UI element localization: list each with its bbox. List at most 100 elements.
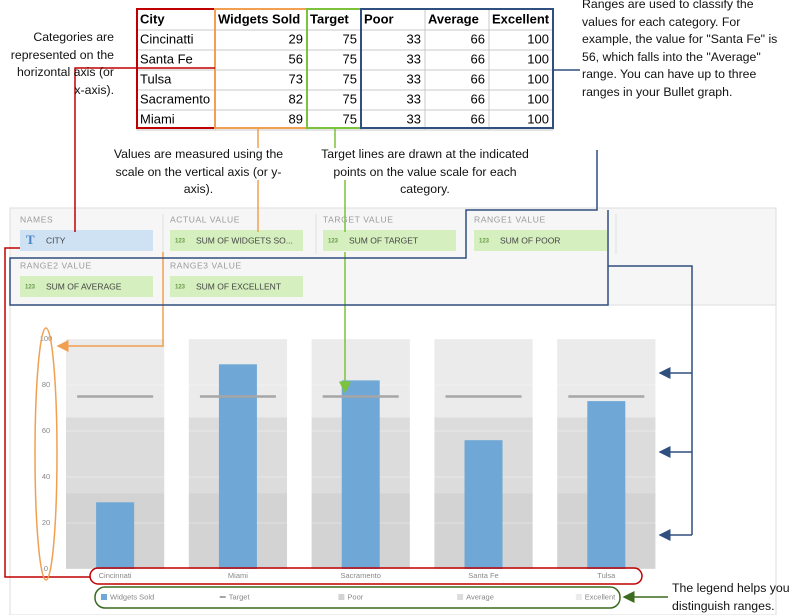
well-label: NAMES — [20, 214, 53, 224]
blue-connector — [608, 265, 693, 535]
range-band — [66, 417, 165, 494]
orange-connector — [56, 252, 164, 352]
table-cell: 75 — [343, 111, 357, 126]
well-icon: 123 — [25, 285, 36, 291]
well-icon: 123 — [175, 285, 186, 291]
table-cell: 33 — [407, 91, 421, 106]
blue-connector — [9, 69, 609, 306]
y-tick-label: 80 — [42, 380, 50, 389]
legend-label: Excellent — [585, 592, 616, 601]
legend-swatch — [457, 594, 464, 600]
table-header: City — [140, 11, 165, 26]
well-icon: 123 — [328, 239, 339, 245]
legend-label: Widgets Sold — [110, 592, 154, 601]
well-label: RANGE1 VALUE — [474, 214, 546, 224]
legend-swatch — [575, 594, 582, 600]
table-cell: 33 — [407, 111, 421, 126]
table-cell: 29 — [289, 31, 303, 46]
table-cell: 33 — [407, 71, 421, 86]
well-label: RANGE3 VALUE — [170, 260, 242, 270]
table-cell: 100 — [527, 111, 549, 126]
well-pill — [323, 230, 456, 251]
red-connector — [74, 67, 215, 232]
table-cell: 75 — [343, 31, 357, 46]
green-outline — [94, 586, 621, 609]
table-cell: 66 — [471, 31, 485, 46]
table-cell: 66 — [471, 71, 485, 86]
y-tick-label: 20 — [42, 518, 50, 527]
y-tick-label: 0 — [44, 564, 48, 573]
table-header: Poor — [364, 11, 394, 26]
table-cell: 73 — [289, 71, 303, 86]
blue-box — [360, 8, 554, 129]
annotation: The legend helps you distinguish ranges. — [672, 581, 790, 613]
annotation: Values are measured using the scale on t… — [113, 147, 284, 196]
table-cell: 33 — [407, 31, 421, 46]
well-field: SUM OF TARGET — [349, 235, 418, 245]
table-cell: 66 — [471, 51, 485, 66]
table-cell: 75 — [343, 51, 357, 66]
well-label: ACTUAL VALUE — [170, 214, 240, 224]
legend-swatch — [101, 594, 107, 600]
table-cell: Cincinatti — [140, 31, 194, 46]
well-field: SUM OF EXCELLENT — [196, 281, 281, 291]
table-cell: 66 — [471, 111, 485, 126]
range-band — [434, 339, 533, 418]
red-connector — [4, 247, 90, 578]
well-field: CITY — [46, 235, 66, 245]
table-cell: Santa Fe — [140, 51, 193, 66]
table-cell: 82 — [289, 91, 303, 106]
annotation: Categories are represented on the horizo… — [10, 30, 114, 97]
annotation: Ranges are used to classify the values f… — [582, 0, 778, 99]
table-header: Average — [428, 11, 479, 26]
table-cell: Sacramento — [140, 91, 210, 106]
well-field: SUM OF POOR — [500, 235, 560, 245]
table-header: Excellent — [492, 11, 550, 26]
table-cell: Tulsa — [140, 71, 172, 86]
table-cell: Miami — [140, 111, 175, 126]
table-cell: 100 — [527, 71, 549, 86]
table-cell: 75 — [343, 71, 357, 86]
well-pill — [20, 276, 153, 297]
well-pill — [474, 230, 607, 251]
well-pill — [170, 230, 303, 251]
well-icon: 123 — [175, 239, 186, 245]
well-icon: 123 — [479, 239, 490, 245]
table-cell: 100 — [527, 31, 549, 46]
legend-label: Poor — [347, 592, 363, 601]
legend-swatch — [338, 594, 345, 600]
table: City Widgets Sold Target Poor Average Excelle… — [136, 8, 554, 131]
well-icon: T — [26, 232, 35, 247]
field-wells: NAMES T CITY ACTUAL VALUE 123 SUM OF WIDGETS … — [20, 214, 607, 297]
well-label: TARGET VALUE — [323, 214, 394, 224]
y-tick-label: 60 — [42, 426, 50, 435]
bar — [96, 502, 135, 569]
red-outline — [89, 567, 643, 585]
y-tick-label: 40 — [42, 472, 50, 481]
table-cell: 66 — [471, 91, 485, 106]
well-field: SUM OF AVERAGE — [46, 281, 122, 291]
well-pill — [170, 276, 303, 297]
bar — [341, 380, 380, 569]
chart: Cincinnati Miami Sacramento Santa Fe Tulsa 0 2… — [40, 334, 680, 601]
orange-outline — [34, 327, 58, 581]
range-band — [66, 339, 165, 418]
x-tick-label: Cincinnati — [99, 571, 132, 580]
legend-label: Average — [466, 592, 494, 601]
well-pill — [20, 230, 153, 251]
legend-label: Target — [229, 592, 251, 601]
table-header: Target — [310, 11, 349, 26]
table-header: Widgets Sold — [218, 11, 300, 26]
annotation: Target lines are drawn at the indicated … — [321, 147, 529, 196]
table-cell: 56 — [289, 51, 303, 66]
table-cell: 100 — [527, 91, 549, 106]
well-label: RANGE2 VALUE — [20, 260, 92, 270]
green-connector — [334, 128, 346, 232]
bar — [218, 364, 257, 569]
table-cell: 89 — [289, 111, 303, 126]
table-cell: 100 — [527, 51, 549, 66]
table-cell: 75 — [343, 91, 357, 106]
y-tick-label: 100 — [40, 334, 53, 343]
